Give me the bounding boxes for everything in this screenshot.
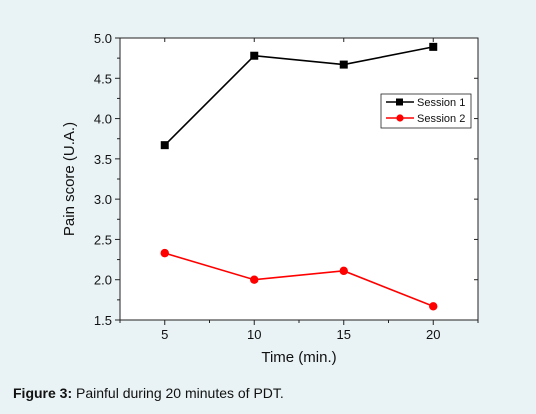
data-point-session-2 — [429, 302, 438, 311]
caption-text: Painful during 20 minutes of PDT. — [72, 385, 284, 401]
y-tick-label: 2.0 — [94, 273, 112, 288]
series-line-1 — [164, 46, 434, 146]
y-tick-label: 1.5 — [94, 313, 112, 328]
y-tick-label: 5.0 — [94, 31, 112, 46]
data-point-session-1 — [429, 42, 438, 51]
y-tick-label: 3.5 — [94, 152, 112, 167]
legend-label: Session 2 — [417, 113, 465, 125]
data-point-session-1 — [339, 60, 348, 69]
legend-label: Session 1 — [417, 97, 465, 109]
data-point-session-2 — [250, 275, 259, 284]
legend-marker — [396, 114, 404, 122]
y-tick-label: 2.5 — [94, 232, 112, 247]
y-axis-title: Pain score (U.A.) — [61, 122, 78, 236]
figure-panel: 1.5 2.0 2.5 3.0 3.5 4.0 4.5 5.0 5 10 15 20 Time (mi… — [10, 10, 526, 374]
data-point-session-1 — [250, 51, 259, 60]
x-tick-label: 10 — [247, 327, 261, 342]
x-tick-label: 20 — [426, 327, 440, 342]
data-point-session-2 — [339, 266, 348, 276]
series-line-2 — [164, 252, 434, 308]
legend-marker — [396, 98, 403, 106]
y-tick-label: 4.0 — [94, 112, 112, 127]
data-point-session-2 — [160, 248, 169, 258]
x-tick-label: 5 — [161, 327, 168, 342]
x-axis-title: Time (min.) — [261, 349, 336, 366]
data-point-session-1 — [160, 141, 169, 150]
legend: Session 1 Session 2 — [380, 93, 472, 129]
pain-score-chart: 1.5 2.0 2.5 3.0 3.5 4.0 4.5 5.0 5 10 15 20 Time (mi… — [61, 31, 479, 366]
x-tick-label: 15 — [337, 327, 351, 342]
figure-caption: Figure 3: Painful during 20 minutes of P… — [13, 385, 284, 401]
caption-label: Figure 3: — [13, 385, 73, 401]
y-tick-label: 3.0 — [94, 192, 112, 207]
plot-area — [119, 37, 479, 321]
y-tick-label: 4.5 — [94, 71, 112, 86]
